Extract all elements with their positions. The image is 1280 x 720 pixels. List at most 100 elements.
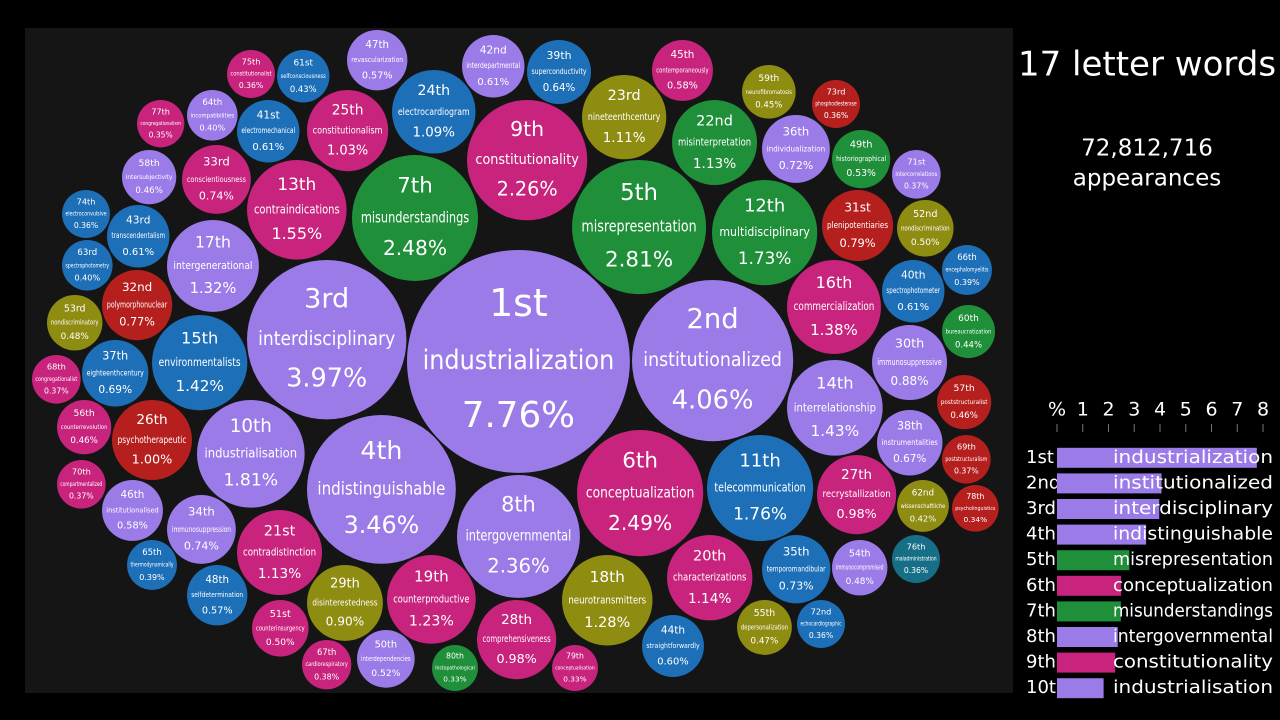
- rank-label: 2nd: [1026, 472, 1060, 493]
- rank-label: 9th: [1026, 652, 1056, 673]
- bubble: [127, 540, 177, 590]
- bubble-word: interdependencies: [361, 655, 411, 663]
- bubble-word: intercorrelations: [895, 172, 937, 178]
- bubble-rank: 57th: [954, 383, 975, 394]
- bubble-label: 0.72%: [779, 159, 814, 172]
- bubble-label: 0.77%: [119, 316, 155, 329]
- bubble: [167, 220, 259, 312]
- bubble: [742, 65, 796, 119]
- bubble: [57, 400, 112, 455]
- bubble-rank: 70th: [72, 467, 91, 477]
- bubble-rank: 51st: [270, 609, 291, 620]
- bubble: [152, 315, 248, 411]
- bubble-label: 0.46%: [950, 411, 978, 421]
- x-tick-label: 8: [1257, 399, 1269, 421]
- bubble: [672, 100, 758, 186]
- bubble-rank: 73rd: [827, 87, 846, 97]
- bar: [1057, 601, 1121, 622]
- bubble: [642, 615, 704, 677]
- bubble-rank: 4th: [360, 436, 402, 465]
- bubble: [787, 360, 883, 456]
- bubble-label: 1.81%: [223, 471, 278, 491]
- bubble-rank: 16th: [816, 273, 853, 292]
- bubble-word: incompatibilities: [191, 112, 235, 119]
- bubble-rank: 12th: [744, 195, 785, 216]
- bubble-rank: 55th: [754, 608, 776, 619]
- bubble-word: temporomandibular: [767, 564, 826, 574]
- bubble-word: constitutionalist: [230, 72, 272, 78]
- bubble-rank: 5th: [620, 180, 658, 206]
- bubble-label: 0.67%: [893, 453, 926, 465]
- bubble-label: 0.58%: [117, 521, 148, 532]
- bubble-word: psychotherapeutic: [118, 435, 187, 446]
- bubble-word: disinterestedness: [312, 598, 377, 608]
- bubble: [737, 600, 792, 655]
- bubble-word: immunosuppressive: [877, 358, 942, 368]
- bubble-rank: 38th: [897, 419, 923, 432]
- bubble-rank: 43rd: [126, 214, 150, 227]
- bubble: [47, 295, 103, 351]
- bubble-label: 0.57%: [202, 605, 233, 616]
- bubble-rank: 15th: [181, 328, 218, 347]
- bar-name: indistinguishable: [1113, 524, 1273, 545]
- bubble-label: 0.46%: [70, 436, 98, 446]
- bubble-rank: 3rd: [304, 283, 349, 314]
- bubble-rank: 42nd: [480, 44, 507, 57]
- count-unit: appearances: [1073, 166, 1221, 192]
- bubble-label: 0.52%: [371, 668, 401, 679]
- bubble-word: superconductivity: [531, 67, 586, 76]
- x-tick-label: %: [1048, 399, 1066, 421]
- bubble-label: 4.06%: [672, 385, 754, 415]
- bubble-rank: 2nd: [687, 304, 739, 335]
- bubble-word: neurofibromatosis: [746, 88, 793, 96]
- bubble: [882, 260, 945, 323]
- bubble-word: conceptualization: [586, 484, 695, 502]
- bubble-word: encephalomyelitis: [945, 266, 988, 273]
- bubble-rank: 52nd: [913, 209, 937, 220]
- bubble: [527, 40, 591, 104]
- bubble: [182, 145, 251, 214]
- bubble-word: conscientiousness: [187, 174, 246, 184]
- bubble-word: characterizations: [673, 572, 746, 584]
- bar-name: industrialisation: [1113, 677, 1273, 698]
- bubble-rank: 63rd: [77, 248, 97, 258]
- bubble-rank: 47th: [365, 39, 389, 51]
- bubble: [237, 100, 300, 163]
- rank-label: 8th: [1026, 626, 1056, 647]
- bubble-label: 0.36%: [904, 566, 928, 575]
- bubble-word: congregationalist: [35, 377, 77, 383]
- bubble-rank: 22nd: [696, 113, 733, 129]
- bubble-rank: 40th: [901, 269, 925, 282]
- bubble: [762, 115, 830, 183]
- bubble-label: 0.74%: [199, 190, 234, 203]
- bubble-word: industrialization: [423, 345, 615, 376]
- bubble-label: 1.13%: [693, 156, 736, 172]
- bubble: [797, 600, 845, 648]
- bubble-word: telecommunication: [714, 481, 805, 496]
- bubble-word: electrocardiogram: [398, 107, 470, 118]
- bubble: [347, 30, 408, 91]
- bubble: [252, 600, 309, 657]
- bubble-label: 0.40%: [74, 272, 100, 282]
- bubble-rank: 20th: [693, 548, 726, 564]
- bubble-word: maladministration: [895, 557, 937, 563]
- bubble-rank: 45th: [671, 49, 695, 61]
- bubble-rank: 35th: [783, 545, 810, 559]
- bubble-label: 0.37%: [904, 181, 929, 190]
- bubble-label: 0.98%: [496, 651, 536, 666]
- bubble: [462, 35, 525, 98]
- bubble: [247, 160, 347, 260]
- bubble-word: neurotransmitters: [568, 593, 646, 606]
- bubble: [877, 410, 943, 476]
- bubble-label: 1.11%: [603, 130, 646, 146]
- bubble-label: 2.26%: [497, 178, 558, 201]
- bubble-rank: 1st: [489, 281, 548, 325]
- bubble: [892, 150, 941, 199]
- bubble: [707, 435, 814, 542]
- bubble: [102, 270, 173, 341]
- bubble-word: immunosuppression: [172, 524, 231, 534]
- bubble-label: 0.48%: [846, 577, 874, 587]
- bubble-label: 0.53%: [846, 168, 876, 179]
- bar-name: conceptualization: [1113, 575, 1273, 596]
